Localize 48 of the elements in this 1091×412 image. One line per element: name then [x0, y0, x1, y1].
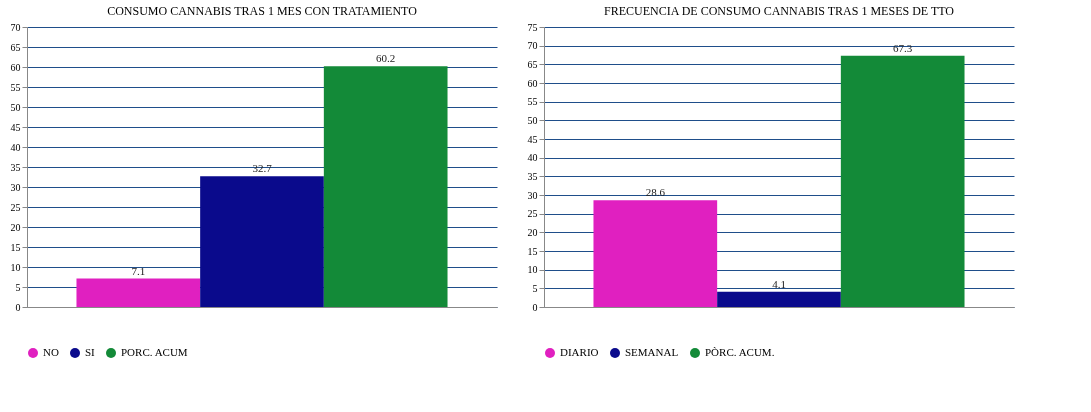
data-label: 7.1: [131, 264, 146, 277]
y-tick-label: 10: [10, 261, 21, 273]
y-tick-label: 45: [10, 121, 21, 133]
bar: [200, 176, 324, 307]
y-tick-label: 70: [10, 21, 21, 33]
chart-title: CONSUMO CANNABIS TRAS 1 MES CON TRATAMIENTO: [107, 4, 418, 18]
y-tick-label: 0: [532, 301, 538, 313]
y-tick-label: 50: [527, 114, 538, 126]
bar: [76, 278, 201, 307]
y-tick-label: 5: [15, 281, 21, 293]
y-tick-label: 15: [10, 241, 21, 253]
legend-label: PÒRC. ACUM.: [705, 346, 775, 358]
y-tick-label: 30: [527, 189, 538, 201]
y-tick-label: 50: [10, 101, 21, 113]
y-tick-label: 25: [10, 201, 21, 213]
y-tick-label: 10: [527, 264, 538, 276]
bar: [717, 291, 841, 307]
y-tick-label: 75: [527, 21, 538, 33]
y-tick-label: 65: [527, 58, 538, 70]
y-tick-label: 15: [527, 245, 538, 257]
y-tick-label: 55: [527, 96, 538, 108]
bar: [840, 55, 965, 307]
y-tick-label: 40: [527, 152, 538, 164]
y-tick-label: 65: [10, 41, 21, 53]
data-label: 60.2: [376, 52, 396, 65]
legend-label: PORC. ACUM: [121, 346, 188, 358]
y-tick-label: 60: [527, 77, 538, 89]
y-tick-label: 35: [527, 170, 538, 182]
y-tick-label: 0: [15, 301, 21, 313]
bar: [323, 66, 448, 307]
y-tick-label: 20: [10, 221, 21, 233]
y-tick-label: 25: [527, 208, 538, 220]
y-tick-label: 30: [10, 181, 21, 193]
bar: [593, 200, 718, 307]
legend-label: DIARIO: [560, 346, 599, 358]
y-tick-label: 60: [10, 61, 21, 73]
y-tick-label: 20: [527, 226, 538, 238]
y-tick-label: 35: [10, 161, 21, 173]
chart-title: FRECUENCIA DE CONSUMO CANNABIS TRAS 1 MESES DE TTO: [603, 4, 955, 18]
legend-label: SI: [85, 346, 96, 358]
y-tick-label: 45: [527, 133, 538, 145]
legend-label: NO: [43, 346, 59, 358]
y-tick-label: 70: [527, 40, 538, 52]
y-tick-label: 5: [532, 282, 538, 294]
data-label: 4.1: [772, 277, 786, 290]
legend-label: SEMANAL: [625, 346, 679, 358]
y-tick-label: 55: [10, 81, 21, 93]
y-tick-label: 40: [10, 141, 21, 153]
